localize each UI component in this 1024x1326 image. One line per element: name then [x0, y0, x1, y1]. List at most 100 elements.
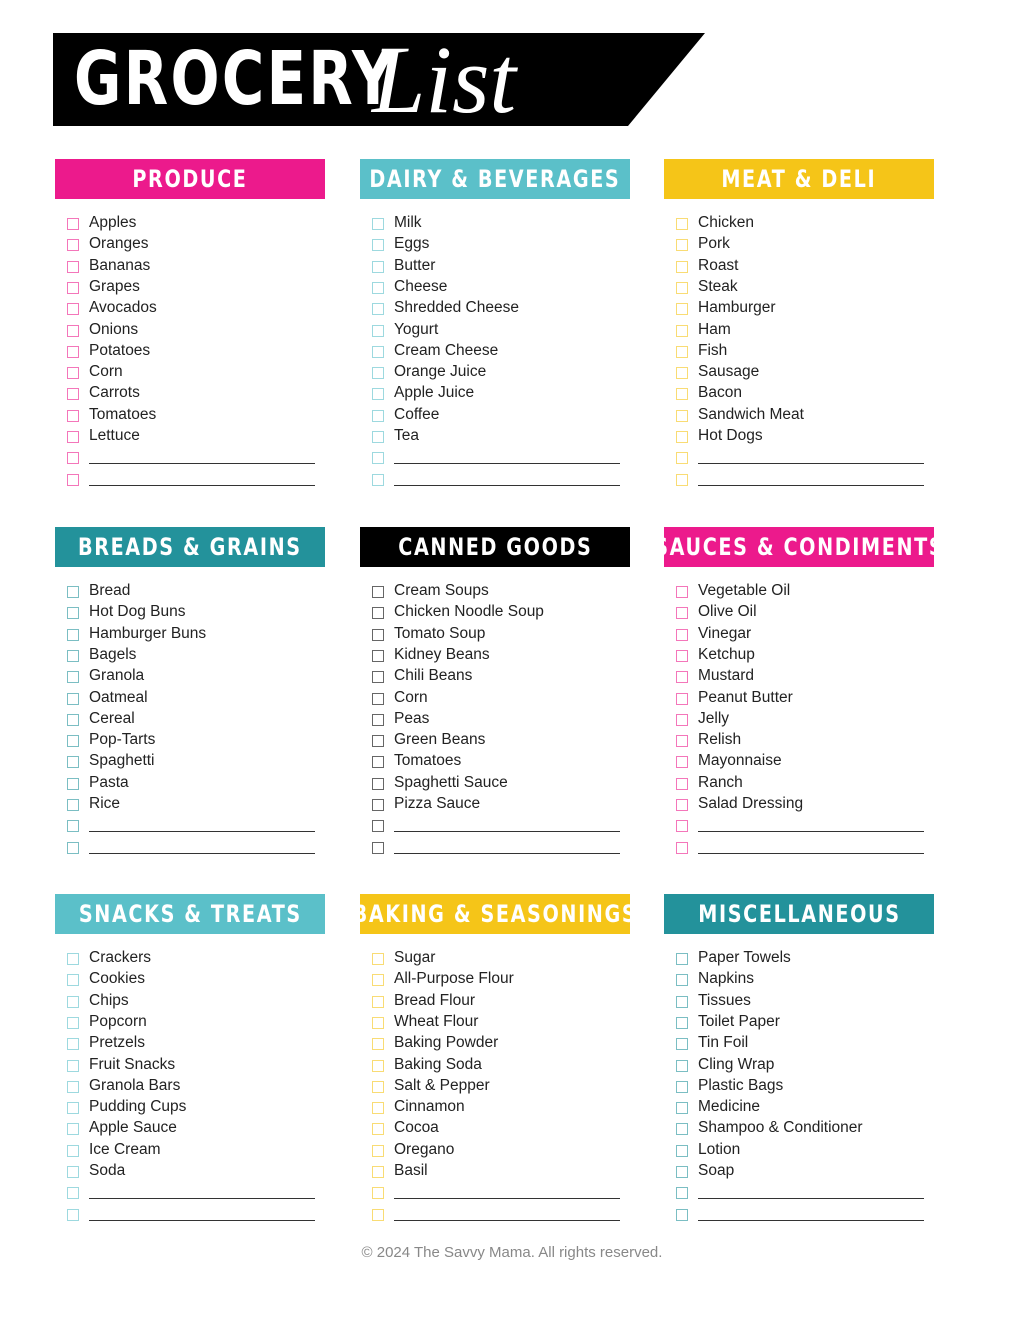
- item-label: Lotion: [698, 1140, 741, 1158]
- checkbox: [372, 692, 384, 705]
- write-in-line: [89, 463, 315, 465]
- checkbox: [67, 1038, 79, 1051]
- item-label: Bacon: [698, 384, 742, 402]
- checkbox: [676, 367, 688, 380]
- item-label: Carrots: [89, 384, 140, 402]
- write-in-line: [698, 852, 924, 854]
- checkbox: [67, 735, 79, 748]
- checkbox: [676, 260, 688, 273]
- write-in-line: [698, 831, 924, 833]
- item-label: Bagels: [89, 645, 137, 663]
- item-label: Tomatoes: [394, 752, 462, 770]
- section-title: MISCELLANEOUS: [697, 900, 901, 928]
- item-label: Apple Sauce: [89, 1119, 177, 1137]
- checkbox: [676, 1016, 688, 1029]
- item-label: Hot Dog Buns: [89, 603, 186, 621]
- item-label: Relish: [698, 731, 742, 749]
- section-title: BAKING & SEASONINGS: [352, 900, 638, 928]
- checkbox: [676, 324, 688, 337]
- write-in-line: [698, 1219, 924, 1221]
- item-label: Sausage: [698, 363, 760, 381]
- checkbox: [372, 1123, 384, 1136]
- checkbox: [372, 1166, 384, 1178]
- item-label: Apples: [89, 214, 137, 231]
- checkbox: [67, 841, 79, 854]
- item-label: Granola: [89, 667, 145, 685]
- checkbox: [676, 777, 688, 790]
- item-label: Orange Juice: [394, 363, 487, 381]
- item-label: Plastic Bags: [698, 1076, 784, 1094]
- item-label: Pretzels: [89, 1034, 145, 1052]
- checkbox: [67, 1080, 79, 1093]
- checkbox: [67, 409, 79, 422]
- header-script: List: [372, 26, 517, 133]
- item-label: Roast: [698, 256, 739, 274]
- item-label: Tomatoes: [89, 405, 157, 423]
- checkbox: [676, 388, 688, 401]
- item-label: Napkins: [698, 970, 754, 988]
- checkbox: [67, 388, 79, 401]
- section-header: SAUCES & CONDIMENTS: [654, 527, 942, 567]
- checkbox: [372, 777, 384, 790]
- checkbox: [67, 367, 79, 380]
- section-title: DAIRY & BEVERAGES: [369, 165, 621, 193]
- checkbox: [372, 671, 384, 684]
- checkbox: [67, 1208, 79, 1221]
- item-label: Bananas: [89, 256, 151, 274]
- item-label: Butter: [394, 256, 436, 274]
- item-label: Green Beans: [394, 731, 486, 749]
- write-in-line: [89, 484, 315, 486]
- checkbox: [676, 303, 688, 316]
- item-label: Hot Dogs: [698, 427, 763, 444]
- checkbox: [372, 799, 384, 811]
- footer: © 2024 The Savvy Mama. All rights reserv…: [361, 1244, 663, 1261]
- item-label: Peanut Butter: [698, 688, 793, 706]
- checkbox: [372, 735, 384, 748]
- item-label: Cream Cheese: [394, 341, 499, 359]
- item-label: Tin Foil: [698, 1034, 749, 1052]
- checkbox: [67, 671, 79, 684]
- item-label: Olive Oil: [698, 603, 757, 621]
- item-label: Shampoo & Conditioner: [698, 1119, 863, 1137]
- checkbox: [676, 1102, 688, 1115]
- write-in-line: [698, 463, 924, 465]
- item-label: Coffee: [394, 405, 440, 423]
- item-label: Avocados: [89, 299, 157, 317]
- item-label: All-Purpose Flour: [394, 970, 514, 988]
- item-label: Cling Wrap: [698, 1055, 775, 1073]
- section-title: SAUCES & CONDIMENTS: [654, 533, 945, 561]
- checkbox: [372, 713, 384, 726]
- section-title: MEAT & DELI: [721, 165, 877, 193]
- item-label: Fruit Snacks: [89, 1055, 176, 1073]
- item-label: Hamburger: [698, 299, 776, 317]
- checkbox: [372, 239, 384, 252]
- write-in-line: [394, 463, 620, 465]
- item-label: Apple Juice: [394, 384, 475, 402]
- item-label: Jelly: [698, 709, 730, 727]
- item-label: Spaghetti: [89, 752, 155, 770]
- item-label: Vinegar: [698, 624, 752, 642]
- item-label: Tea: [394, 427, 419, 444]
- checkbox: [372, 649, 384, 662]
- checkbox: [372, 607, 384, 620]
- item-label: Baking Soda: [394, 1055, 482, 1073]
- checkbox: [67, 777, 79, 790]
- item-label: Vegetable Oil: [698, 582, 791, 599]
- item-label: Hamburger Buns: [89, 624, 207, 642]
- checkbox: [67, 239, 79, 252]
- item-label: Wheat Flour: [394, 1012, 479, 1030]
- checkbox: [67, 953, 79, 965]
- item-label: Oranges: [89, 235, 149, 253]
- item-label: Cheese: [394, 277, 448, 295]
- item-label: Milk: [394, 214, 422, 231]
- checkbox: [372, 281, 384, 294]
- checkbox: [372, 995, 384, 1008]
- checkbox: [676, 586, 688, 598]
- checkbox: [372, 431, 384, 443]
- checkbox: [372, 756, 384, 769]
- checkbox: [67, 324, 79, 337]
- checkbox: [67, 431, 79, 443]
- checkbox: [67, 1166, 79, 1178]
- item-label: Soda: [89, 1162, 126, 1179]
